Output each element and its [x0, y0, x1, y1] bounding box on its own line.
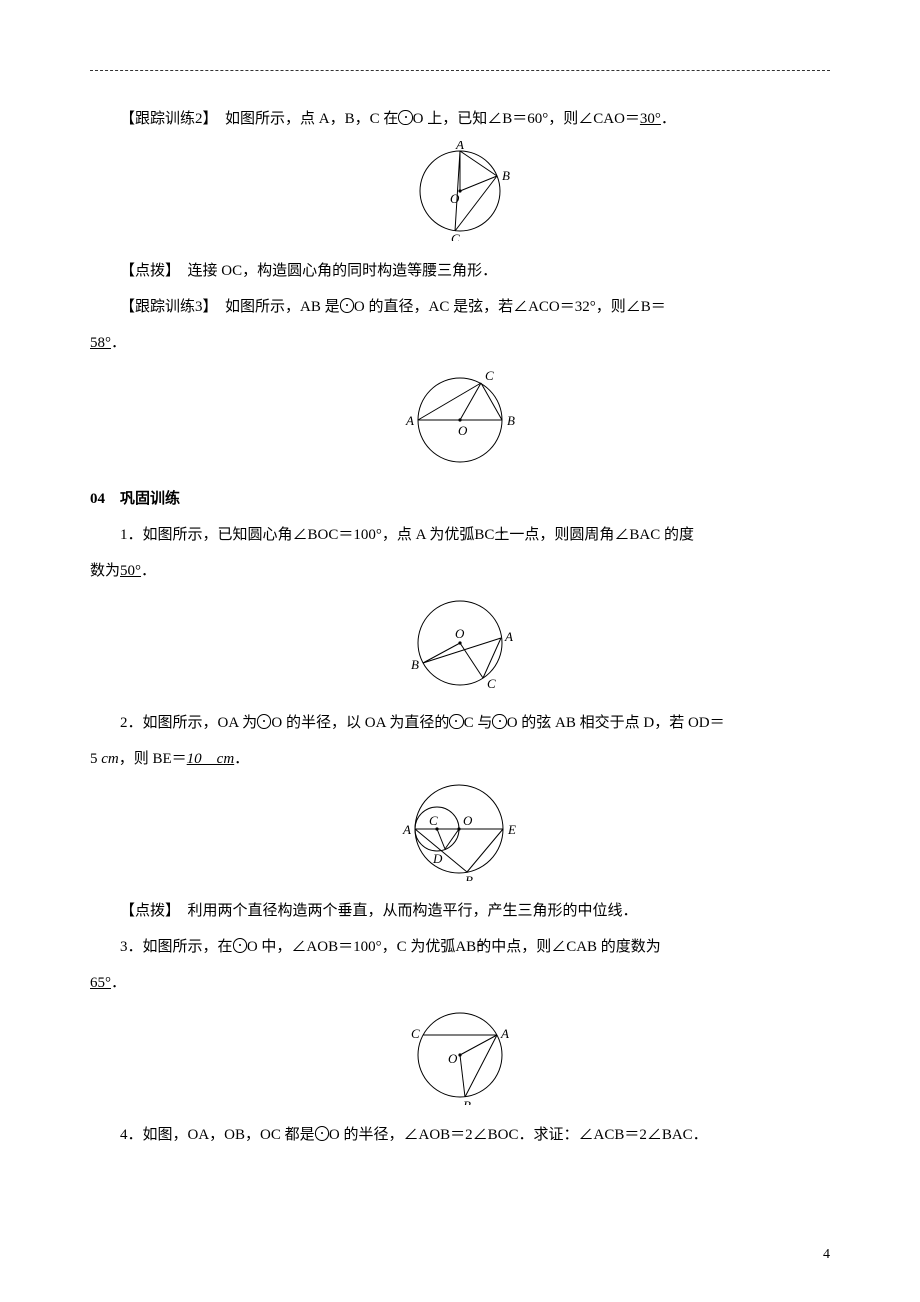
svg-text:B: B	[507, 413, 515, 428]
section-04-heading: 04 巩固训练	[90, 481, 830, 517]
svg-text:O: O	[458, 423, 468, 438]
q2-l2a: 5	[90, 751, 101, 767]
top-rule	[90, 70, 830, 71]
svg-text:O: O	[450, 191, 460, 206]
figure-q2: A E B O C D	[90, 781, 830, 885]
svg-text:B: B	[465, 873, 473, 881]
svg-text:O: O	[455, 626, 465, 641]
tip-2-text: 连接 OC，构造圆心角的同时构造等腰三角形．	[173, 263, 498, 279]
q1-tail: ．	[141, 563, 156, 579]
svg-text:D: D	[432, 851, 443, 866]
q4-t2: O 的半径，∠AOB＝2∠BOC．求证：∠ACB＝2∠BAC．	[329, 1127, 708, 1143]
section-num: 04	[90, 491, 105, 507]
arc-bc: BC	[474, 527, 494, 543]
tip-q2: 【点拨】 利用两个直径构造两个垂直，从而构造平行，产生三角形的中位线．	[90, 893, 830, 929]
svg-text:B: B	[502, 168, 510, 183]
figure-3: A B C O	[90, 365, 830, 469]
circle-o-icon	[315, 1126, 329, 1140]
q4-t1: 如图，OA，OB，OC 都是	[143, 1127, 315, 1143]
question-1: 1．如图所示，已知圆心角∠BOC＝100°，点 A 为优弧BC上一点，则圆周角∠…	[90, 517, 830, 553]
exercise-3-tail: ．	[111, 335, 126, 351]
exercise-3: 【跟踪训练3】 如图所示，AB 是 O 的直径，AC 是弦，若∠ACO＝32°，则…	[90, 289, 830, 325]
q2-t3: C 与	[464, 715, 493, 731]
q1-l2a: 数为	[90, 563, 120, 579]
q1-answer: 50°	[120, 563, 141, 579]
tip-q2-text: 利用两个直径构造两个垂直，从而构造平行，产生三角形的中位线．	[173, 903, 638, 919]
circle-o-icon	[492, 714, 506, 728]
q2-t1: 如图所示，OA 为	[143, 715, 258, 731]
figure-q2-svg: A E B O C D	[397, 781, 523, 881]
svg-text:B: B	[411, 657, 419, 672]
figure-q1-svg: A B C O	[405, 593, 515, 693]
q2-num: 2．	[120, 715, 143, 731]
tip-q2-label: 【点拨】	[120, 903, 173, 919]
svg-text:C: C	[451, 231, 460, 241]
exercise-2-answer: 30°	[640, 111, 661, 127]
svg-text:A: A	[504, 629, 513, 644]
q4-num: 4．	[120, 1127, 143, 1143]
exercise-3-line2: 58°．	[90, 325, 830, 361]
q2-l2b: ，则 BE＝	[119, 751, 187, 767]
svg-text:A: A	[500, 1026, 509, 1041]
circle-o-icon	[233, 938, 247, 952]
figure-2-svg: A B C O	[410, 141, 510, 241]
tip-2-label: 【点拨】	[120, 263, 173, 279]
section-title: 巩固训练	[120, 491, 180, 507]
svg-text:C: C	[485, 368, 494, 383]
q3-answer: 65°	[90, 975, 111, 991]
figure-q1: A B C O	[90, 593, 830, 697]
q3-t1: 如图所示，在	[143, 939, 233, 955]
svg-text:O: O	[448, 1051, 458, 1066]
svg-text:E: E	[507, 822, 516, 837]
svg-text:C: C	[487, 676, 496, 691]
q3-tail: ．	[111, 975, 126, 991]
svg-text:A: A	[405, 413, 414, 428]
q1-t2: 上一点，则圆周角∠BAC 的度	[494, 527, 694, 543]
circle-o-icon	[398, 110, 412, 124]
q2-t4: O 的弦 AB 相交于点 D，若 OD＝	[507, 715, 725, 731]
question-3: 3．如图所示，在 O 中，∠AOB＝100°，C 为优弧AB的中点，则∠CAB 的…	[90, 929, 830, 965]
exercise-3-label: 【跟踪训练3】	[120, 299, 210, 315]
exercise-2: 【跟踪训练2】 如图所示，点 A，B，C 在 O 上，已知∠B＝60°，则∠CAO…	[90, 101, 830, 137]
figure-3-svg: A B C O	[405, 365, 515, 465]
tip-2: 【点拨】 连接 OC，构造圆心角的同时构造等腰三角形．	[90, 253, 830, 289]
q2-tail: ．	[234, 751, 249, 767]
question-2: 2．如图所示，OA 为 O 的半径，以 OA 为直径的 C 与 O 的弦 AB 相交于…	[90, 705, 830, 741]
svg-text:C: C	[429, 813, 438, 828]
svg-text:O: O	[463, 813, 473, 828]
q2-answer: 10 cm	[187, 751, 235, 767]
q3-num: 3．	[120, 939, 143, 955]
exercise-2-tail: ．	[661, 111, 676, 127]
exercise-3-t2: O 的直径，AC 是弦，若∠ACO＝32°，则∠B＝	[354, 299, 666, 315]
question-1-line2: 数为50°．	[90, 553, 830, 589]
question-3-line2: 65°．	[90, 965, 830, 1001]
page-container: 【跟踪训练2】 如图所示，点 A，B，C 在 O 上，已知∠B＝60°，则∠CAO…	[0, 0, 920, 1302]
page-number: 4	[823, 1238, 830, 1272]
svg-text:B: B	[463, 1098, 471, 1105]
exercise-3-t1: 如图所示，AB 是	[210, 299, 340, 315]
figure-q3: C A B O	[90, 1005, 830, 1109]
q2-unit1: cm	[101, 751, 119, 767]
svg-text:A: A	[455, 141, 464, 152]
q1-num: 1．	[120, 527, 143, 543]
exercise-2-t1: 如图所示，点 A，B，C 在	[210, 111, 398, 127]
figure-2: A B C O	[90, 141, 830, 245]
circle-o-icon	[340, 298, 354, 312]
q3-t3: 的中点，则∠CAB 的度数为	[476, 939, 661, 955]
arc-ab: AB	[455, 939, 476, 955]
exercise-2-label: 【跟踪训练2】	[120, 111, 210, 127]
svg-text:A: A	[402, 822, 411, 837]
svg-text:C: C	[411, 1026, 420, 1041]
figure-q3-svg: C A B O	[405, 1005, 515, 1105]
circle-o-icon	[449, 714, 463, 728]
q1-t1: 如图所示，已知圆心角∠BOC＝100°，点 A 为优弧	[143, 527, 475, 543]
exercise-2-t2: O 上，已知∠B＝60°，则∠CAO＝	[413, 111, 640, 127]
q3-t2: O 中，∠AOB＝100°，C 为优弧	[247, 939, 456, 955]
question-4: 4．如图，OA，OB，OC 都是 O 的半径，∠AOB＝2∠BOC．求证：∠ACB…	[90, 1117, 830, 1153]
exercise-3-answer: 58°	[90, 335, 111, 351]
question-2-line2: 5 cm，则 BE＝10 cm．	[90, 741, 830, 777]
q2-t2: O 的半径，以 OA 为直径的	[271, 715, 449, 731]
circle-o-icon	[257, 714, 271, 728]
